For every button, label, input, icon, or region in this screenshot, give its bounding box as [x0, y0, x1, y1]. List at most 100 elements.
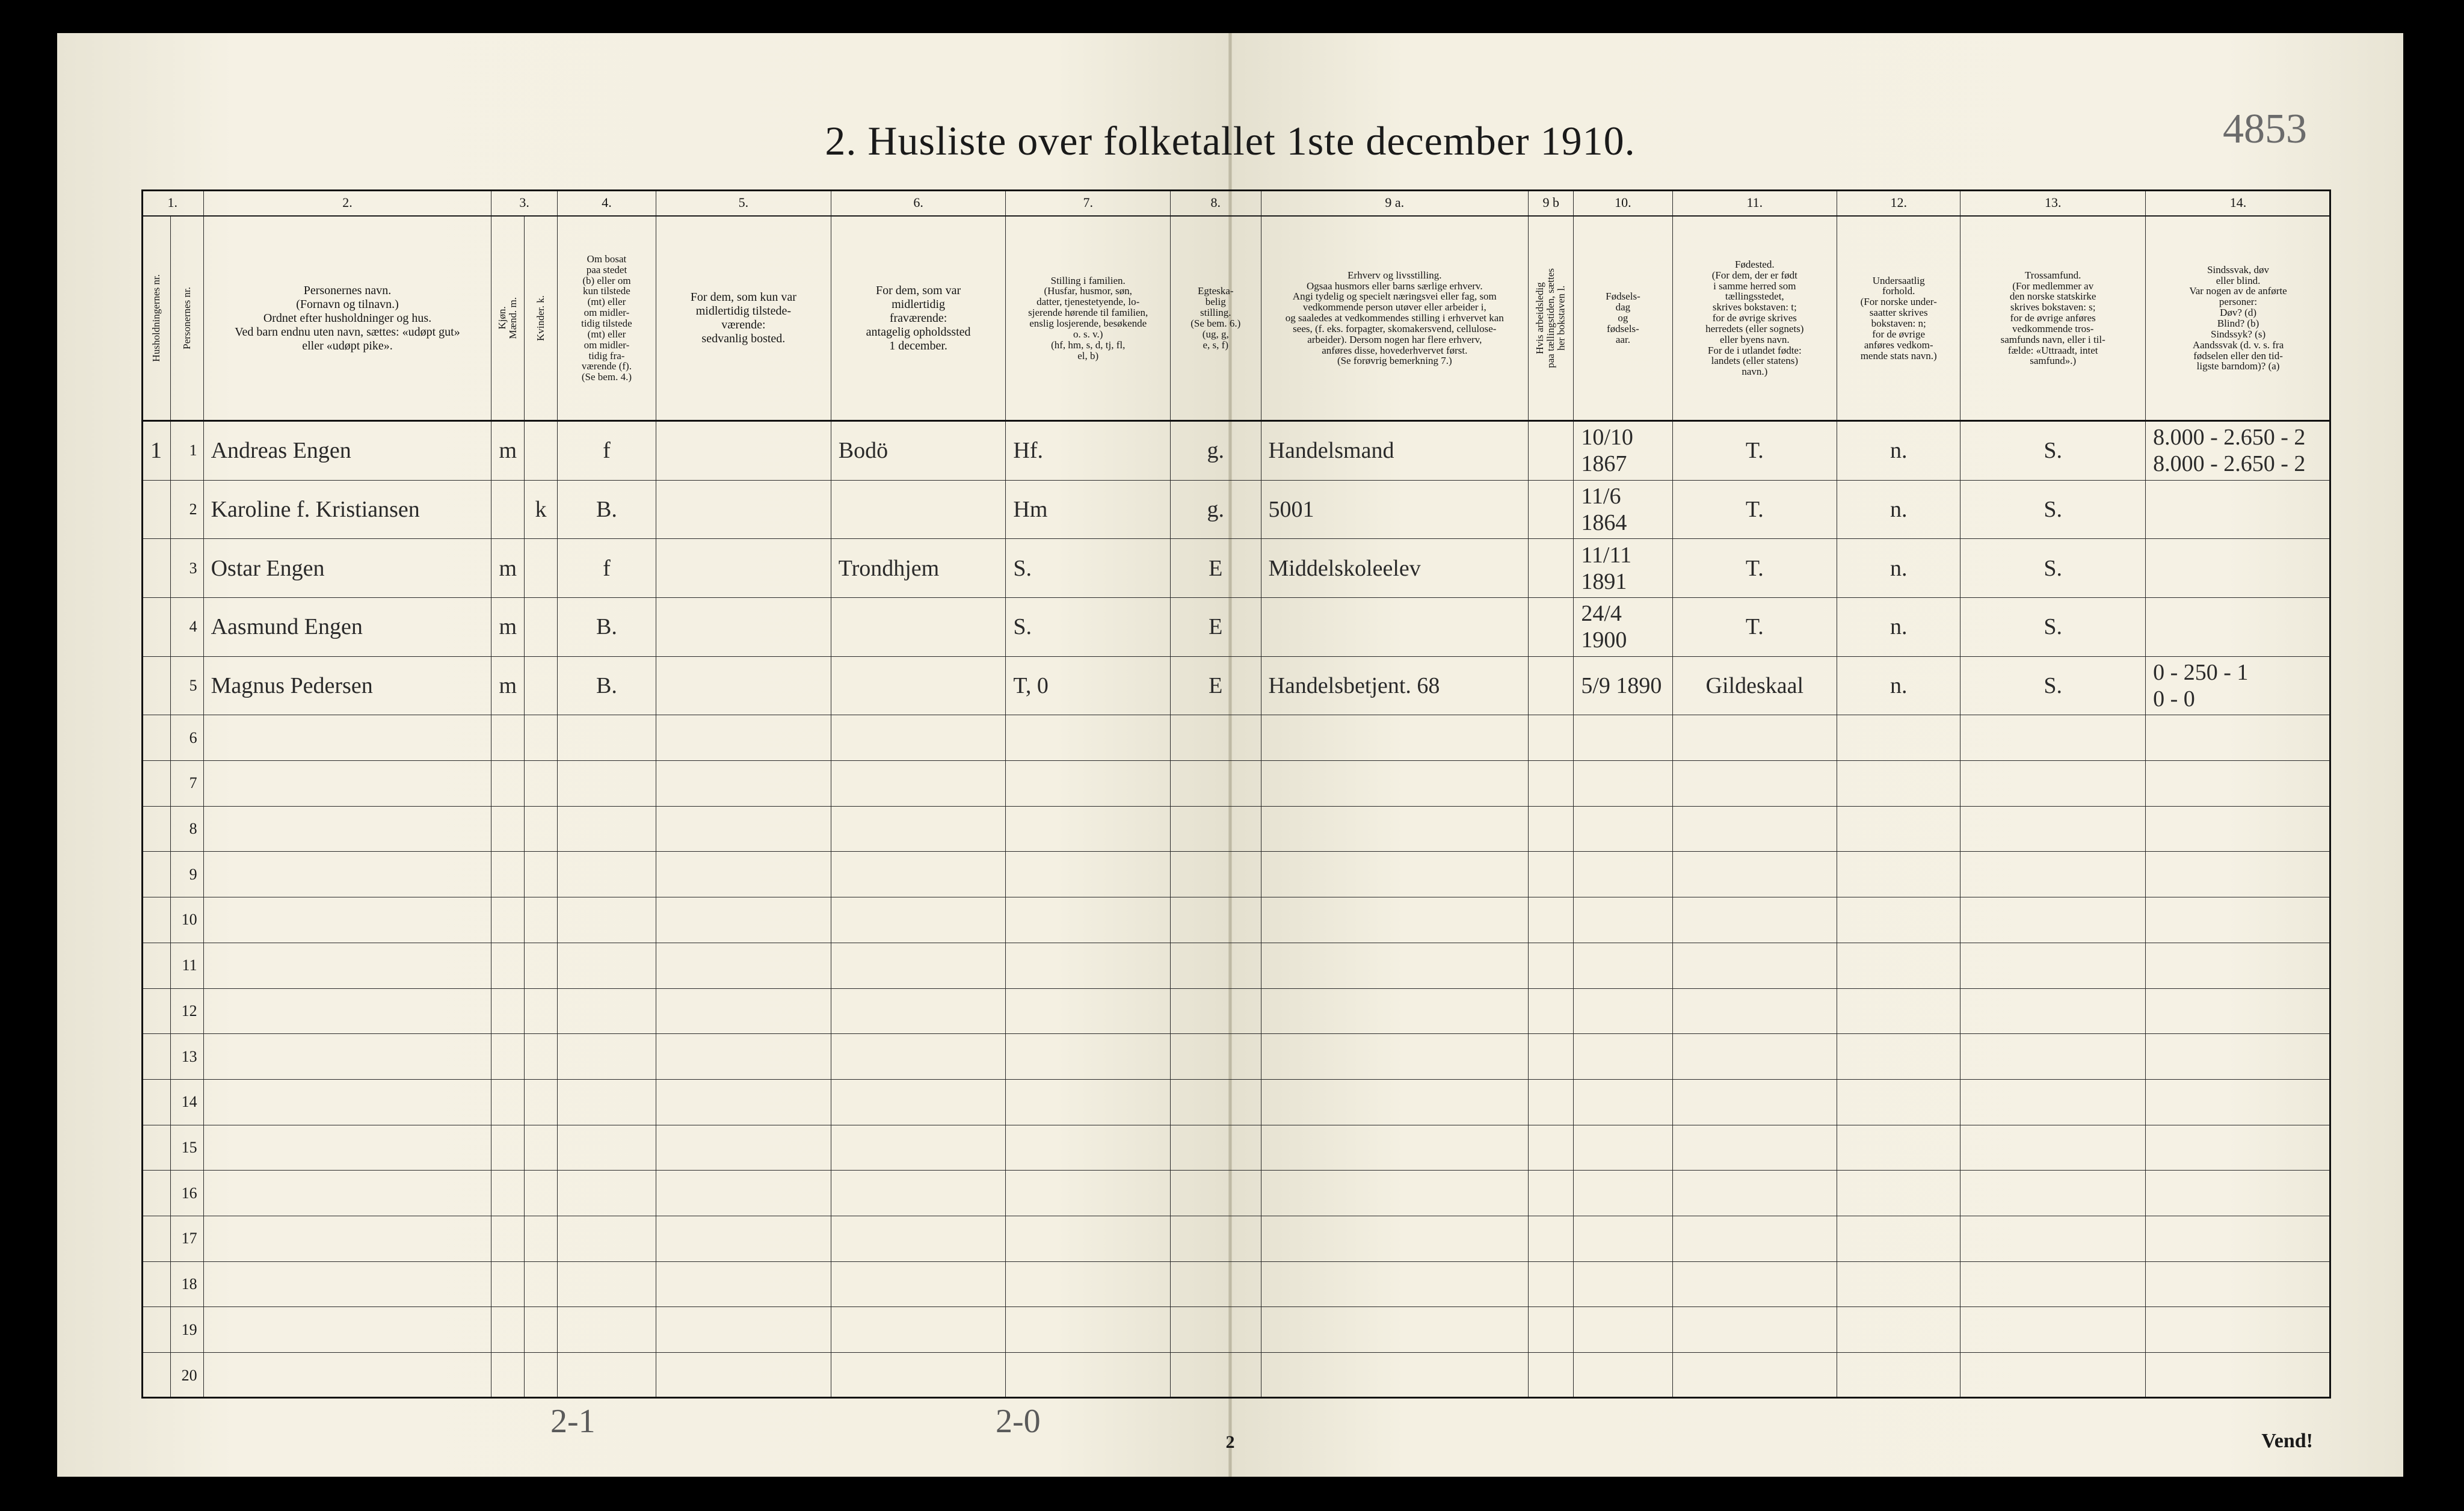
cell-stilling_fam: S.: [1006, 598, 1171, 657]
cell-empty: [1837, 943, 1960, 988]
cell-empty: [1837, 761, 1960, 807]
cell-empty: [1171, 943, 1261, 988]
cell-empty: [491, 1034, 525, 1080]
cell-empty: 8: [170, 806, 203, 852]
cell-empty: 15: [170, 1125, 203, 1171]
cell-empty: [831, 761, 1006, 807]
cell-empty: [1529, 1216, 1574, 1262]
cell-erhverv: 5001: [1261, 480, 1529, 539]
cell-fravar: [831, 656, 1006, 715]
cell-fravar: Bodö: [831, 421, 1006, 481]
cell-empty: [142, 1353, 171, 1399]
cell-empty: [2146, 943, 2331, 988]
cell-empty: [525, 988, 558, 1034]
cell-tros: S.: [1960, 539, 2146, 598]
cell-empty: [525, 1307, 558, 1353]
cell-empty: [1261, 1216, 1529, 1262]
cell-empty: [1960, 1171, 2146, 1216]
cell-empty: [203, 1171, 491, 1216]
page-title: 2. Husliste over folketallet 1ste decemb…: [57, 117, 2403, 165]
column-number: 9 b: [1529, 190, 1574, 217]
cell-empty: [525, 1079, 558, 1125]
cell-empty: [1529, 1353, 1574, 1399]
vend-label: Vend!: [2261, 1430, 2313, 1453]
cell-empty: [2146, 1261, 2331, 1307]
cell-empty: [1960, 1079, 2146, 1125]
cell-sedvanlig: [656, 421, 831, 481]
cell-empty: [656, 1171, 831, 1216]
cell-empty: [1960, 1353, 2146, 1399]
cell-pn: 2: [170, 480, 203, 539]
cell-empty: [656, 1353, 831, 1399]
column-header: Trossamfund. (For medlemmer av den norsk…: [1960, 216, 2146, 421]
cell-fodested: T.: [1672, 539, 1837, 598]
table-row: 20: [142, 1353, 2331, 1399]
cell-erhverv: Handelsbetjent. 68: [1261, 656, 1529, 715]
cell-empty: [1006, 806, 1171, 852]
cell-empty: [1574, 1125, 1672, 1171]
cell-ledig: [1529, 656, 1574, 715]
cell-hh: [142, 598, 171, 657]
cell-empty: [1529, 852, 1574, 897]
column-header: Om bosat paa stedet (b) eller om kun til…: [557, 216, 656, 421]
cell-empty: [203, 715, 491, 761]
cell-empty: [142, 1125, 171, 1171]
cell-name: Magnus Pedersen: [203, 656, 491, 715]
cell-empty: [656, 761, 831, 807]
column-number: 9 a.: [1261, 190, 1529, 217]
cell-sedvanlig: [656, 656, 831, 715]
cell-empty: [1261, 1353, 1529, 1399]
cell-tros: S.: [1960, 598, 2146, 657]
cell-empty: [1672, 1261, 1837, 1307]
cell-bosat: B.: [557, 656, 656, 715]
cell-empty: [557, 1353, 656, 1399]
cell-empty: [525, 1353, 558, 1399]
column-header: For dem, som var midlertidig fraværende:…: [831, 216, 1006, 421]
cell-sind: [2146, 539, 2331, 598]
cell-empty: [525, 1216, 558, 1262]
cell-sex_k: [525, 598, 558, 657]
cell-fravar: [831, 480, 1006, 539]
cell-empty: [491, 761, 525, 807]
table-row: 11: [142, 943, 2331, 988]
cell-empty: [1171, 806, 1261, 852]
cell-hh: 1: [142, 421, 171, 481]
cell-empty: [491, 1125, 525, 1171]
cell-empty: [1960, 1034, 2146, 1080]
cell-empty: [491, 1079, 525, 1125]
cell-empty: [557, 1216, 656, 1262]
cell-empty: [557, 761, 656, 807]
cell-egte: E: [1171, 598, 1261, 657]
cell-empty: [1261, 1307, 1529, 1353]
cell-fodsel: 11/11 1891: [1574, 539, 1672, 598]
cell-empty: [525, 761, 558, 807]
table-row: 5Magnus PedersenmB.T, 0EHandelsbetjent. …: [142, 656, 2331, 715]
cell-egte: g.: [1171, 480, 1261, 539]
cell-empty: [656, 1079, 831, 1125]
cell-empty: [1574, 1307, 1672, 1353]
table-row: 10: [142, 897, 2331, 943]
cell-empty: [1960, 1125, 2146, 1171]
cell-empty: [1672, 1079, 1837, 1125]
cell-empty: [1171, 1216, 1261, 1262]
cell-empty: [203, 1079, 491, 1125]
cell-empty: [1960, 806, 2146, 852]
cell-empty: [1171, 852, 1261, 897]
cell-sex_k: [525, 656, 558, 715]
cell-empty: [656, 1034, 831, 1080]
cell-sex_m: m: [491, 421, 525, 481]
cell-empty: [831, 1216, 1006, 1262]
cell-empty: [142, 1034, 171, 1080]
cell-bosat: f: [557, 539, 656, 598]
cell-empty: [557, 715, 656, 761]
cell-ledig: [1529, 598, 1574, 657]
table-row: 3Ostar EngenmfTrondhjemS.EMiddelskoleele…: [142, 539, 2331, 598]
cell-empty: [1672, 897, 1837, 943]
cell-empty: 9: [170, 852, 203, 897]
cell-empty: [656, 1261, 831, 1307]
cell-egte: g.: [1171, 421, 1261, 481]
cell-empty: [1574, 897, 1672, 943]
cell-empty: [1574, 1353, 1672, 1399]
cell-empty: 16: [170, 1171, 203, 1216]
cell-empty: [491, 806, 525, 852]
